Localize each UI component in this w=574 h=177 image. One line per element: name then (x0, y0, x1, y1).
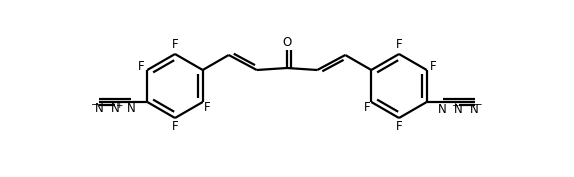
Text: F: F (204, 101, 211, 114)
Text: N: N (95, 102, 104, 116)
Text: N: N (127, 102, 135, 116)
Text: −: − (91, 100, 100, 110)
Text: N: N (439, 102, 447, 116)
Text: F: F (395, 121, 402, 133)
Text: F: F (138, 60, 144, 73)
Text: −: − (474, 100, 483, 110)
Text: F: F (363, 101, 370, 114)
Text: F: F (172, 39, 179, 52)
Text: +: + (451, 101, 459, 110)
Text: N: N (455, 102, 463, 116)
Text: F: F (172, 121, 179, 133)
Text: N: N (470, 102, 479, 116)
Text: F: F (430, 60, 436, 73)
Text: F: F (395, 39, 402, 52)
Text: N: N (111, 102, 119, 116)
Text: +: + (115, 101, 123, 110)
Text: O: O (282, 36, 292, 50)
